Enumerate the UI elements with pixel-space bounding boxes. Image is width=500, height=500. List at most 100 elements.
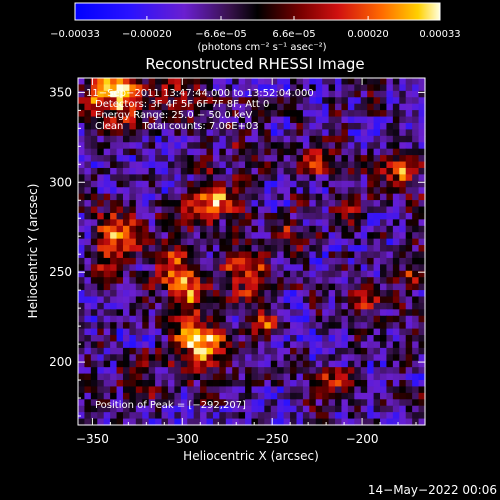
- heatmap-cell: [135, 373, 143, 381]
- heatmap-cell: [341, 373, 349, 381]
- heatmap-cell: [386, 373, 394, 381]
- heatmap-cell: [135, 193, 143, 201]
- heatmap-cell: [257, 206, 265, 214]
- heatmap-cell: [84, 290, 92, 298]
- heatmap-cell: [90, 129, 98, 137]
- heatmap-cell: [148, 200, 156, 208]
- heatmap-cell: [84, 180, 92, 188]
- heatmap-cell: [418, 97, 426, 105]
- heatmap-cell: [187, 257, 195, 265]
- heatmap-cell: [347, 142, 355, 150]
- heatmap-cell: [283, 122, 291, 131]
- heatmap-cell: [90, 360, 98, 368]
- heatmap-cell: [367, 354, 375, 362]
- heatmap-cell: [155, 245, 163, 253]
- heatmap-cell: [251, 103, 259, 111]
- heatmap-cell: [354, 335, 362, 343]
- heatmap-cell: [84, 264, 92, 272]
- heatmap-cell: [309, 405, 317, 413]
- heatmap-cell: [225, 290, 233, 298]
- heatmap-cell: [367, 283, 375, 291]
- heatmap-cell: [90, 161, 98, 169]
- heatmap-cell: [174, 405, 182, 413]
- heatmap-cell: [245, 232, 253, 240]
- heatmap-cell: [148, 167, 156, 175]
- heatmap-cell: [277, 161, 285, 169]
- heatmap-cell: [206, 238, 214, 246]
- heatmap-cell: [277, 335, 285, 343]
- heatmap-cell: [251, 129, 259, 137]
- heatmap-cell: [328, 212, 336, 220]
- heatmap-cell: [103, 219, 111, 227]
- heatmap-cell: [335, 238, 343, 246]
- heatmap-cell: [296, 386, 304, 394]
- heatmap-cell: [392, 155, 400, 163]
- heatmap-cell: [367, 174, 375, 182]
- heatmap-cell: [200, 354, 208, 362]
- heatmap-cell: [290, 315, 298, 323]
- heatmap-cell: [238, 238, 246, 246]
- heatmap-cell: [116, 412, 124, 420]
- heatmap-cell: [180, 328, 188, 336]
- heatmap-cell: [212, 180, 220, 188]
- heatmap-cell: [373, 110, 381, 118]
- heatmap-cell: [386, 405, 394, 413]
- heatmap-cell: [135, 315, 143, 323]
- heatmap-cell: [251, 399, 259, 407]
- heatmap-cell: [103, 399, 111, 407]
- heatmap-cell: [322, 392, 330, 400]
- heatmap-cell: [367, 251, 375, 259]
- heatmap-cell: [167, 90, 175, 98]
- heatmap-cell: [212, 174, 220, 182]
- heatmap-cell: [264, 193, 272, 201]
- heatmap-cell: [129, 148, 137, 156]
- heatmap-cell: [257, 219, 265, 227]
- heatmap-cell: [225, 367, 233, 375]
- heatmap-cell: [270, 399, 278, 407]
- heatmap-cell: [116, 116, 124, 124]
- heatmap-cell: [103, 264, 111, 272]
- heatmap-cell: [392, 315, 400, 323]
- heatmap-cell: [283, 245, 291, 253]
- heatmap-cell: [187, 328, 195, 336]
- heatmap-cell: [380, 335, 388, 343]
- heatmap-cell: [135, 302, 143, 310]
- heatmap-cell: [155, 135, 163, 143]
- heatmap-cell: [354, 341, 362, 349]
- heatmap-cell: [155, 148, 163, 156]
- heatmap-cell: [277, 135, 285, 143]
- heatmap-cell: [155, 290, 163, 298]
- heatmap-cell: [322, 315, 330, 323]
- heatmap-cell: [155, 380, 163, 388]
- heatmap-cell: [200, 264, 208, 272]
- heatmap-cell: [187, 245, 195, 253]
- heatmap-cell: [257, 296, 265, 304]
- heatmap-cell: [290, 110, 298, 118]
- heatmap-cell: [386, 90, 394, 98]
- heatmap-cell: [257, 116, 265, 124]
- heatmap-cell: [193, 418, 201, 426]
- heatmap-cell: [302, 270, 310, 278]
- heatmap-cell: [302, 78, 310, 86]
- heatmap-cell: [193, 277, 201, 285]
- heatmap-cell: [405, 360, 413, 368]
- heatmap-cell: [399, 347, 407, 355]
- heatmap-cell: [354, 315, 362, 323]
- heatmap-cell: [129, 212, 137, 220]
- heatmap-cell: [405, 148, 413, 156]
- heatmap-cell: [129, 78, 137, 86]
- heatmap-cell: [206, 200, 214, 208]
- heatmap-cell: [309, 412, 317, 420]
- heatmap-cell: [110, 347, 118, 355]
- heatmap-cell: [135, 180, 143, 188]
- heatmap-cell: [142, 206, 150, 214]
- heatmap-cell: [187, 180, 195, 188]
- heatmap-cell: [347, 135, 355, 143]
- heatmap-cell: [174, 296, 182, 304]
- heatmap-cell: [322, 116, 330, 124]
- heatmap-cell: [187, 200, 195, 208]
- heatmap-cell: [187, 135, 195, 143]
- heatmap-cell: [167, 386, 175, 394]
- heatmap-cell: [309, 110, 317, 118]
- heatmap-cell: [296, 380, 304, 388]
